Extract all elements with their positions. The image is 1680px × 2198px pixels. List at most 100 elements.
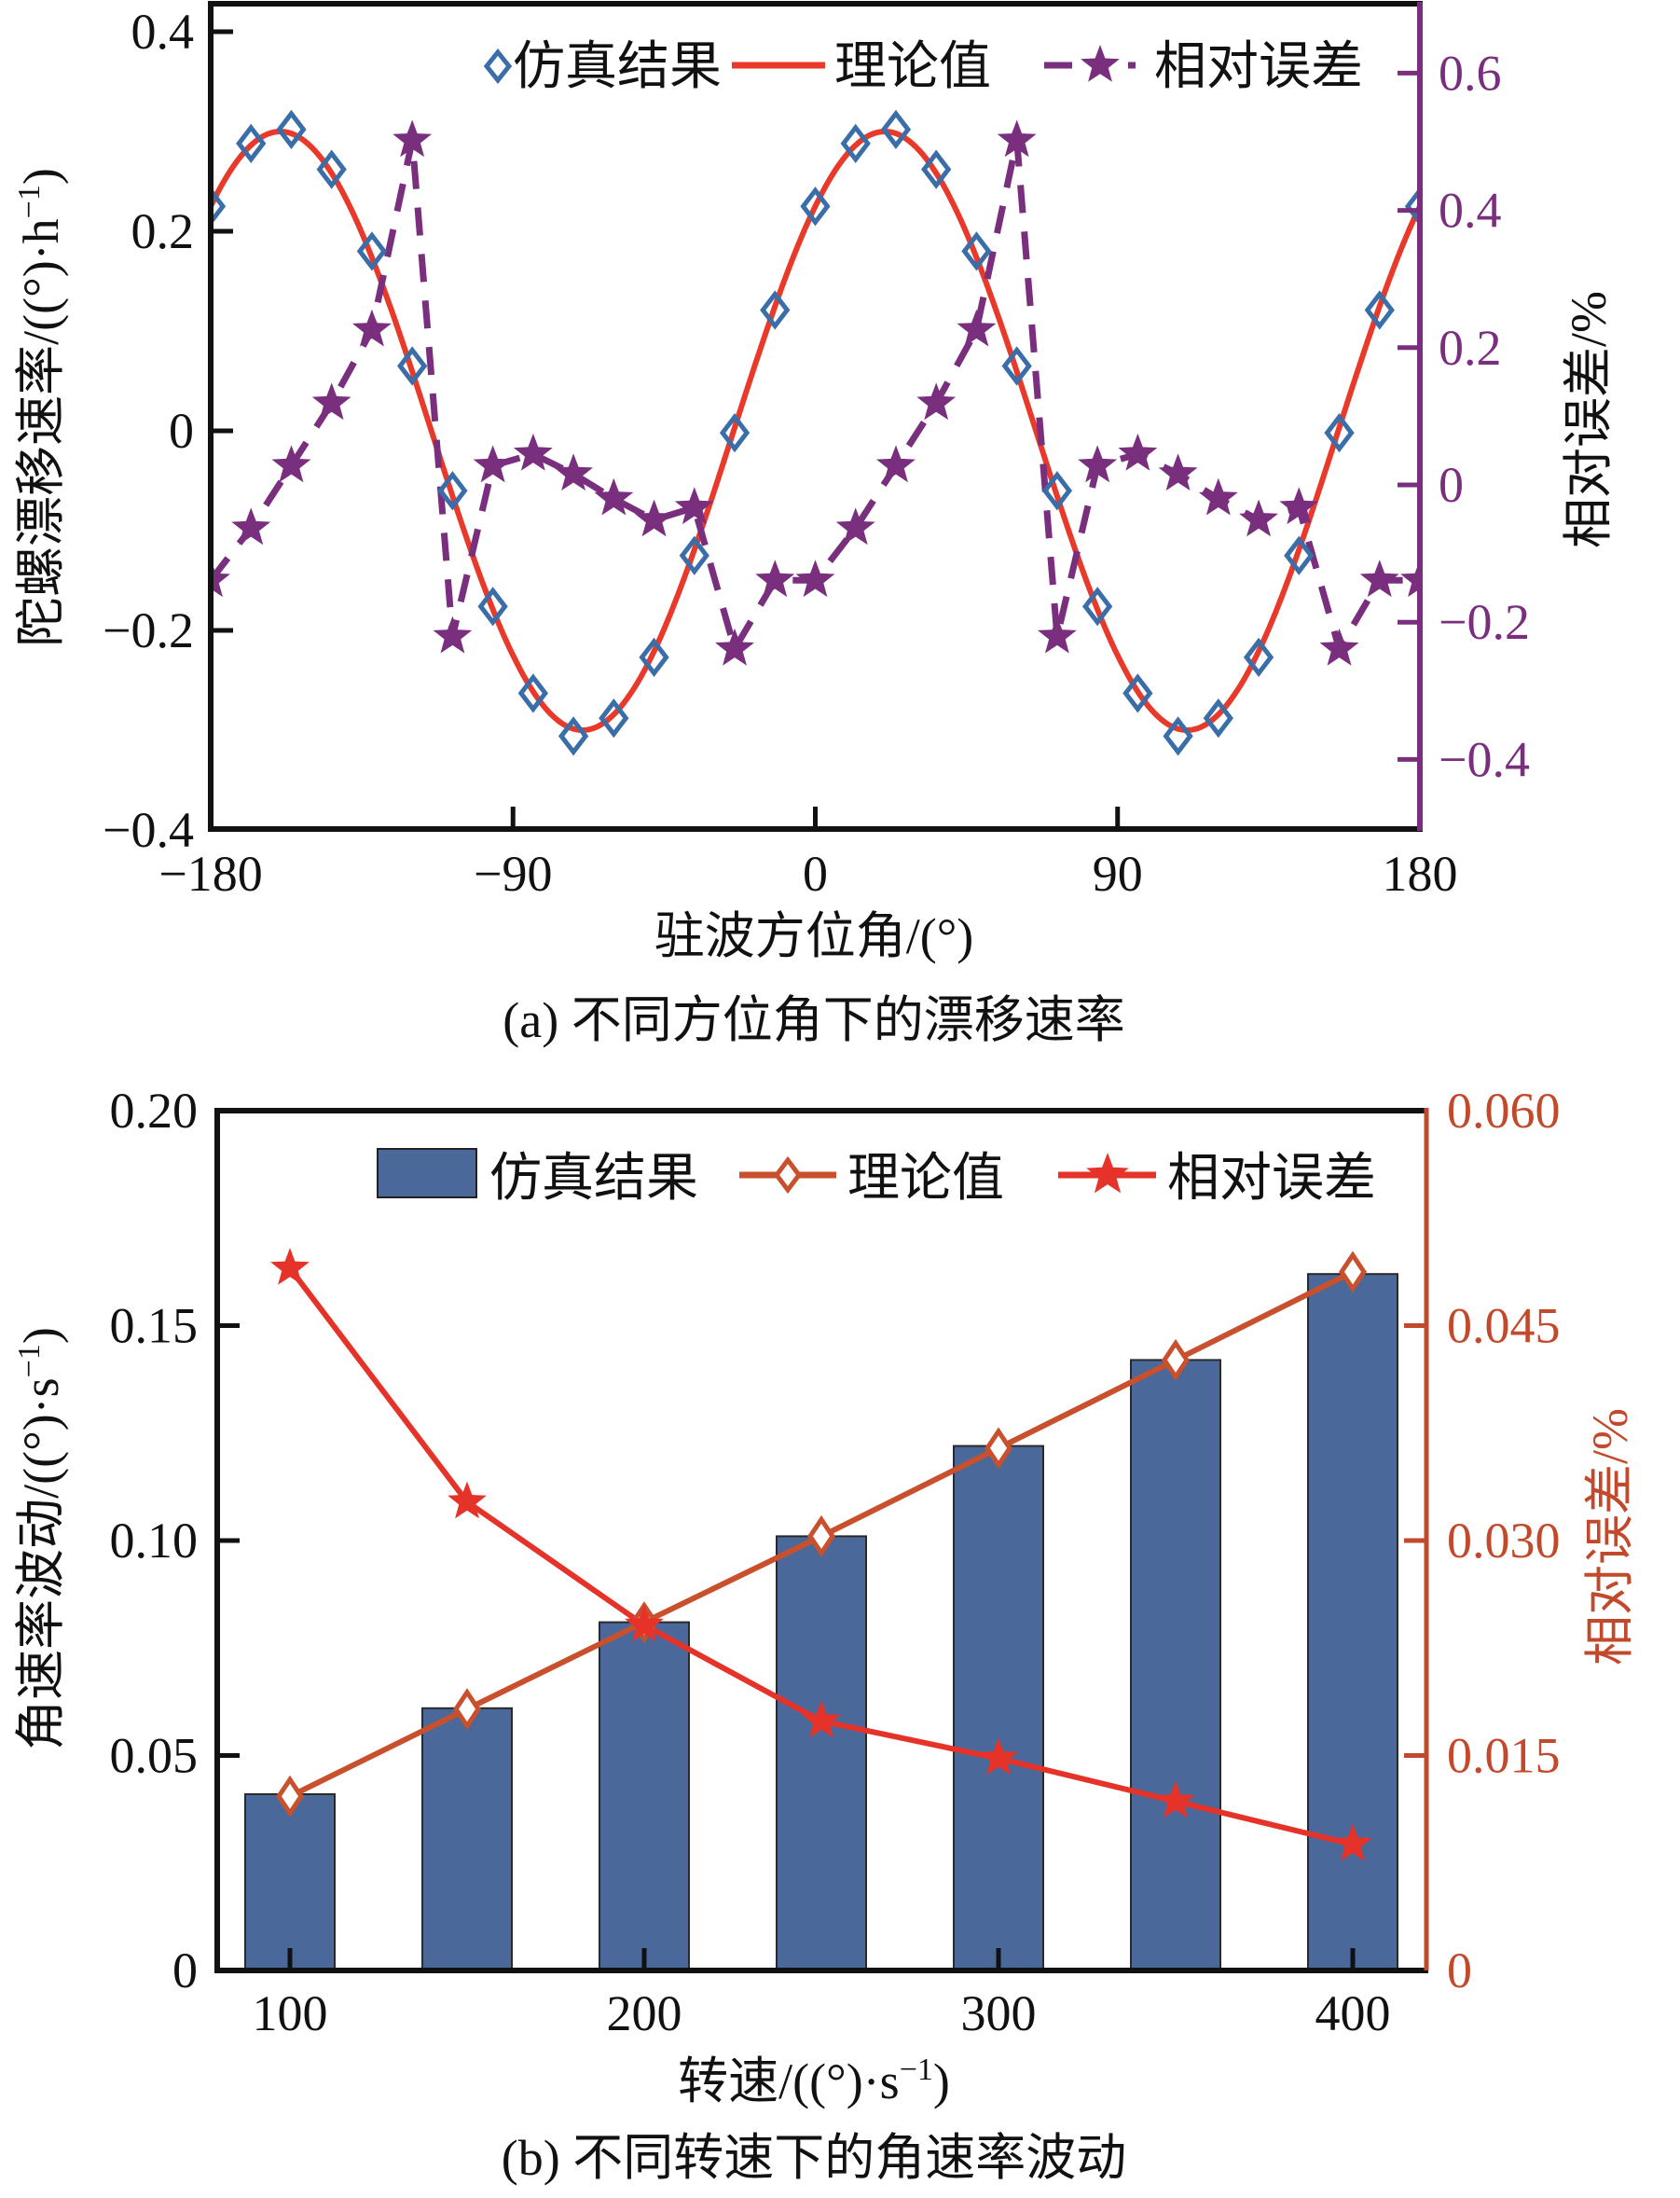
error-point	[674, 487, 714, 525]
sim-point	[961, 231, 992, 271]
sim-point	[800, 187, 831, 227]
chart-b-y-axis-title: 角速率波动/((°)·s−1)	[12, 1327, 69, 1750]
x-tick-label: 400	[1315, 1985, 1391, 2041]
sim-point	[840, 123, 871, 163]
error-point	[634, 499, 674, 537]
x-tick-label: 100	[253, 1985, 328, 2041]
x-tick-label: 90	[1093, 846, 1143, 902]
sim-point	[1081, 587, 1113, 627]
legend-diamond-marker-icon	[483, 48, 513, 85]
error-point	[802, 1700, 841, 1738]
sim-point	[1001, 346, 1032, 386]
x-tick-label: 200	[607, 1985, 682, 2041]
error-point	[755, 560, 795, 598]
x-tick-label: 0	[803, 846, 828, 902]
y-tick-label: 0.15	[110, 1298, 199, 1354]
legend-label-error: 相对误差	[1167, 1150, 1376, 1208]
y-tick-label: 0.4	[131, 4, 195, 60]
legend-label-simulation: 仿真结果	[513, 38, 722, 96]
y-tick-label: −0.2	[103, 602, 194, 658]
y2-tick-label: 0.6	[1439, 45, 1502, 101]
error-point	[1156, 1780, 1195, 1818]
error-point	[1078, 445, 1118, 483]
error-point	[876, 445, 916, 483]
error-point	[1239, 499, 1278, 537]
chart-a-frame	[208, 1, 1423, 832]
error-point	[715, 628, 754, 666]
legend-star-marker-icon	[1081, 45, 1120, 82]
y-tick-label: 0	[172, 1942, 198, 1998]
error-point	[1038, 615, 1077, 654]
bar	[1130, 1359, 1221, 1970]
sim-point	[1243, 637, 1274, 678]
error-point	[211, 560, 230, 598]
error-point	[352, 309, 392, 347]
theory-point	[275, 1775, 305, 1818]
error-point	[231, 507, 271, 546]
legend-star-marker-icon	[1086, 1153, 1129, 1194]
y2-tick-label: 0.030	[1447, 1513, 1561, 1569]
bar	[953, 1445, 1044, 1970]
error-point	[513, 433, 553, 471]
error-point	[448, 1481, 487, 1519]
chart-a-right-axis-title: 相对误差/%	[1561, 291, 1617, 548]
error-point	[957, 309, 997, 347]
chart-a-legend: 仿真结果 理论值 相对误差	[483, 38, 1363, 96]
sim-point	[719, 413, 750, 453]
y2-tick-label: 0.2	[1439, 320, 1502, 376]
chart-b-legend: 仿真结果 理论值 相对误差	[377, 1148, 1376, 1208]
error-point	[1319, 628, 1359, 666]
chart-a-y-axis-title: 陀螺漂移速率/((°)·h−1)	[12, 168, 69, 647]
sim-point	[1364, 290, 1395, 330]
sim-point	[356, 231, 388, 271]
bar	[244, 1792, 336, 1970]
chart-a-plot-area	[211, 109, 1420, 756]
legend-bar-swatch-icon	[377, 1148, 477, 1198]
chart-b-right-axis-title: 相对误差/%	[1582, 1408, 1638, 1666]
sim-point	[517, 673, 549, 713]
y2-tick-label: 0.015	[1447, 1728, 1561, 1784]
sim-point	[1163, 716, 1193, 756]
y2-tick-label: 0	[1447, 1942, 1472, 1998]
x-tick-label: 300	[961, 1985, 1037, 2041]
sim-point	[236, 123, 267, 163]
x-tick-label: −90	[474, 846, 552, 902]
y-tick-label: 0.05	[110, 1728, 199, 1784]
error-point	[311, 382, 351, 421]
y2-tick-label: 0.060	[1447, 1083, 1561, 1139]
theory-point	[452, 1688, 482, 1731]
sim-point	[1404, 187, 1420, 227]
legend-label-theory: 理论值	[847, 1150, 1004, 1208]
sim-point	[1122, 673, 1153, 713]
y-tick-label: 0	[169, 403, 194, 459]
sim-point	[558, 716, 589, 756]
bar	[776, 1535, 867, 1970]
theory-point	[1338, 1251, 1368, 1293]
error-point	[1333, 1823, 1372, 1861]
x-tick-label: −180	[158, 846, 262, 902]
error-point	[270, 1248, 310, 1285]
y-tick-label: −0.4	[103, 802, 194, 858]
legend-diamond-marker-icon	[773, 1155, 803, 1195]
x-tick-label: 180	[1383, 846, 1458, 902]
sim-point	[276, 109, 307, 149]
error-point	[1279, 487, 1319, 525]
chart-b-angular-rate: 100 200 300 400 0 0.05 0.10 0.15 0.20 0 0.015 0.030…	[12, 1083, 1638, 2186]
chart-b-x-axis-title: 转速/((°)·s−1)	[678, 2053, 950, 2109]
y-tick-label: 0.10	[110, 1513, 199, 1569]
error-point	[594, 477, 634, 516]
error-point	[997, 119, 1037, 158]
chart-a-ticks: −180 −90 0 90 180 −0.4 −0.2 0 0.2 0.4 −0.4 −0.2 0 0.2…	[103, 4, 1530, 902]
y2-tick-label: 0.4	[1439, 183, 1502, 239]
error-point	[1118, 433, 1158, 471]
error-point	[979, 1737, 1018, 1776]
sim-point	[921, 149, 952, 189]
chart-b-ticks: 100 200 300 400 0 0.05 0.10 0.15 0.20 0 0.015 0.030…	[110, 1083, 1561, 2041]
legend-label-simulation: 仿真结果	[489, 1150, 698, 1208]
sim-point	[599, 698, 629, 739]
error-point	[433, 615, 473, 654]
bar	[421, 1707, 513, 1970]
sim-point	[760, 290, 791, 330]
sim-point	[1324, 413, 1355, 453]
